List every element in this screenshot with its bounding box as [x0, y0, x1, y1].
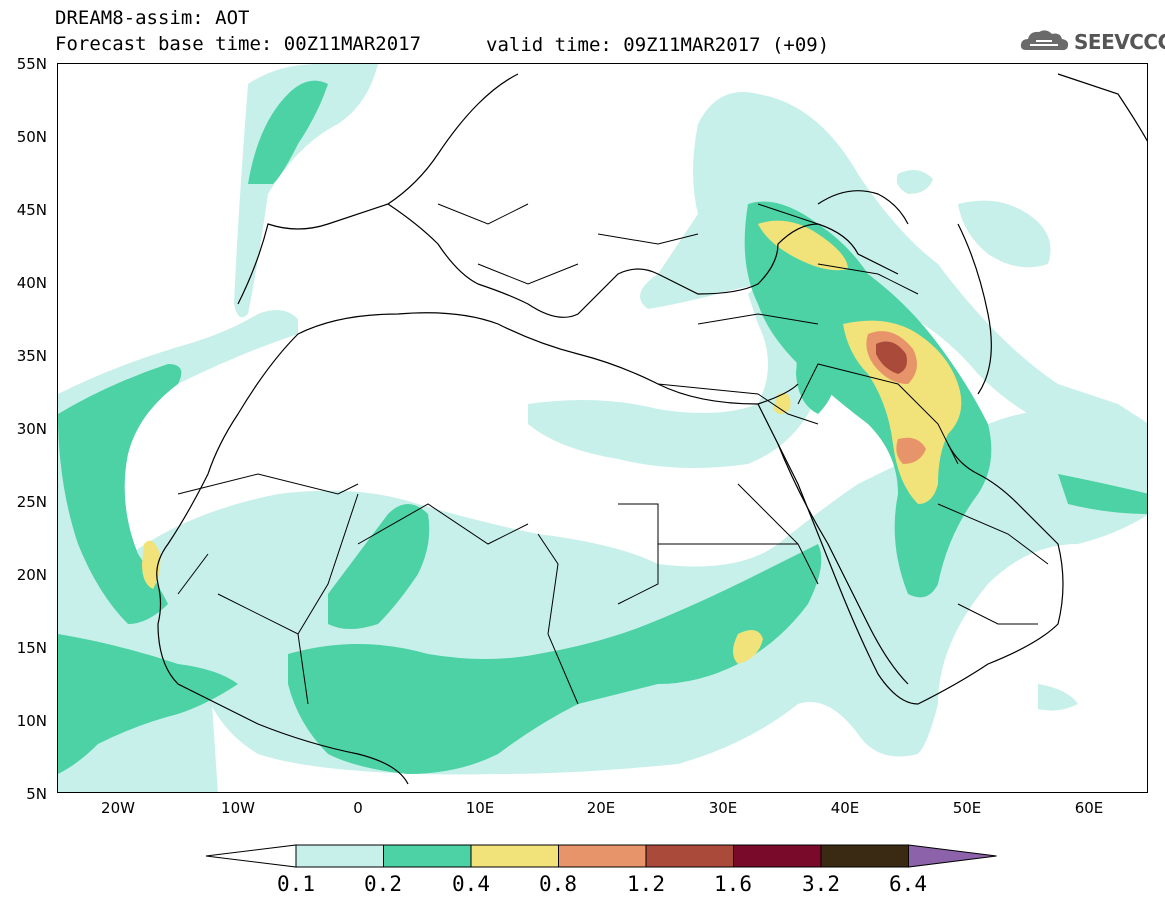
- legend-label: 0.8: [539, 872, 577, 896]
- lon-label: 10W: [221, 799, 255, 817]
- legend-label: 6.4: [889, 872, 927, 896]
- lat-label: 35N: [16, 347, 47, 365]
- lat-label: 55N: [16, 55, 47, 73]
- legend-label: 0.1: [277, 872, 315, 896]
- lat-label: 20N: [16, 566, 47, 584]
- legend-label: 0.2: [364, 872, 402, 896]
- lon-label: 10E: [465, 799, 495, 817]
- legend-label: 1.2: [627, 872, 665, 896]
- map-area: [57, 63, 1148, 793]
- coastlines: [156, 73, 1147, 785]
- colorbar-segment: [383, 844, 472, 868]
- lat-label: 5N: [26, 785, 47, 803]
- valid-time: valid time: 09Z11MAR2017 (+09): [486, 34, 830, 56]
- seevccc-logo: SEEVCCC: [1018, 26, 1165, 56]
- colorbar-segment: [820, 844, 909, 868]
- lon-label: 50E: [952, 799, 982, 817]
- lat-label: 25N: [16, 493, 47, 511]
- lat-label: 45N: [16, 201, 47, 219]
- aot-field: [58, 64, 1147, 792]
- aot-level-1.2: [876, 341, 907, 374]
- country-borders: [177, 203, 1049, 705]
- colorbar-segment: [558, 844, 647, 868]
- forecast-base-time: Forecast base time: 00Z11MAR2017: [55, 33, 422, 55]
- legend-colorbar: [205, 844, 997, 868]
- lon-label: 30E: [708, 799, 738, 817]
- lat-label: 15N: [16, 639, 47, 657]
- lon-label: 20E: [586, 799, 616, 817]
- lat-label: 10N: [16, 712, 47, 730]
- map-title: DREAM8-assim: AOT: [55, 7, 250, 29]
- colorbar-segment: [733, 844, 822, 868]
- colorbar-segment: [295, 844, 384, 868]
- lon-label: 40E: [830, 799, 860, 817]
- colorbar-segment: [645, 844, 734, 868]
- legend-label: 1.6: [714, 872, 752, 896]
- aot-level-0.4: [142, 220, 962, 664]
- lat-label: 50N: [16, 128, 47, 146]
- colorbar-arrow-low: [205, 844, 297, 868]
- legend-label: 3.2: [802, 872, 840, 896]
- lon-label: 20W: [101, 799, 135, 817]
- colorbar-arrow-high: [908, 844, 997, 868]
- legend-label: 0.4: [452, 872, 490, 896]
- cloud-icon: [1020, 30, 1069, 51]
- lat-label: 40N: [16, 274, 47, 292]
- lon-label: 60E: [1074, 799, 1104, 817]
- logo-text: SEEVCCC: [1074, 30, 1165, 54]
- lon-label: 0: [353, 799, 363, 817]
- colorbar-segment: [470, 844, 559, 868]
- lat-label: 30N: [16, 420, 47, 438]
